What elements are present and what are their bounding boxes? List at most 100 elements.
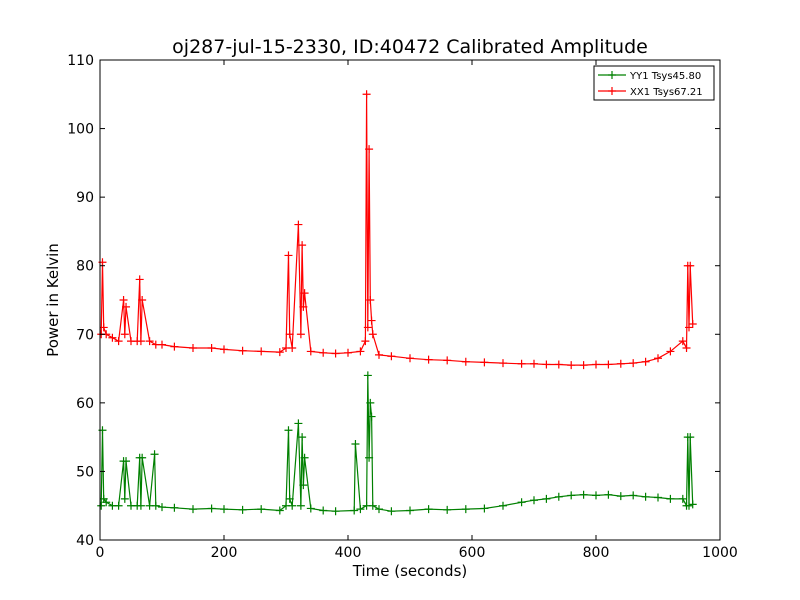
data-point [238,346,247,355]
data-point [151,501,160,510]
data-point [285,330,294,339]
data-point [542,360,551,369]
data-point [685,323,693,332]
data-point [257,347,266,356]
data-point [114,501,123,510]
data-point [461,357,470,366]
data-point [331,349,340,358]
data-point [344,348,352,357]
legend: YY1 Tsys45.80 XX1 Tsys67.21 [593,65,715,101]
data-point [368,501,377,510]
data-point [288,501,297,510]
data-point [375,350,383,359]
data-point [365,145,374,154]
data-point [688,320,697,328]
data-point [654,354,662,363]
data-point [170,342,179,351]
data-point [363,371,372,380]
legend-label: XX1 Tsys67.21 [630,87,703,98]
data-point [275,348,284,357]
data-point [170,503,179,512]
legend-box [593,65,715,101]
data-point [120,330,129,339]
y-tick-label: 80 [76,259,94,275]
data-point [296,330,305,339]
data-point [443,356,452,365]
data-point [666,347,675,356]
data-point [294,419,303,428]
data-point [499,501,507,510]
data-point [686,433,695,442]
y-tick-label: 40 [76,533,94,549]
data-point [579,490,588,499]
data-point [366,296,375,304]
data-point [135,275,144,284]
y-tick-label: 50 [76,464,94,480]
data-point [350,506,359,515]
data-point [99,323,108,332]
data-point [288,344,297,352]
data-point [517,359,526,368]
data-point [365,453,374,462]
data-point [480,504,489,513]
data-point [554,360,563,369]
data-point [366,398,375,407]
data-point [530,496,538,505]
data-point [424,505,433,514]
data-point [299,302,308,311]
data-point [306,504,315,513]
data-point [220,345,228,354]
data-point [331,507,340,516]
data-point [678,337,687,346]
data-point [136,337,145,346]
data-point [682,344,691,352]
data-point [299,481,308,490]
y-tick-label: 100 [67,122,94,138]
data-point [361,337,370,346]
data-point [424,355,433,364]
data-point [108,333,117,342]
data-point [158,503,166,512]
data-point [592,491,600,500]
data-point [685,501,693,510]
data-point [567,361,576,370]
plot-frame [99,59,721,541]
data-point [629,491,638,500]
data-point [97,501,106,510]
data-point [362,90,371,99]
x-tick-label: 800 [583,545,610,561]
data-point [300,453,309,462]
data-point [641,357,650,366]
data-point [238,505,247,514]
data-point [207,344,216,352]
data-point [356,347,365,356]
data-point [138,296,147,304]
data-point [499,359,507,368]
data-point [285,494,294,503]
data-point [387,507,396,516]
x-tick-label: 400 [335,545,362,561]
data-point [136,501,145,510]
data-point [102,498,111,507]
legend-label: YY1 Tsys45.80 [629,71,701,82]
legend-marker [608,87,616,95]
chart-title: oj287-jul-15-2330, ID:40472 Calibrated A… [172,36,648,58]
data-point [375,505,383,514]
data-point [678,494,687,503]
data-point [592,360,600,369]
data-point [367,412,376,421]
data-point [138,453,147,462]
data-point [406,506,414,515]
data-point [122,302,131,311]
data-point [189,505,197,514]
data-point [351,440,360,448]
x-tick-label: 1000 [702,545,738,561]
data-point [629,359,638,368]
data-point [298,433,307,442]
data-point [542,494,551,503]
y-axis-label: Power in Kelvin [44,243,62,357]
data-point [319,506,328,515]
data-point [189,344,197,352]
data-point [275,506,284,515]
data-point [641,492,650,501]
